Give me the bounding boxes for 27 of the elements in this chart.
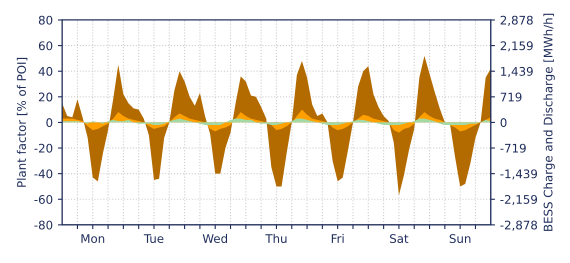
y2-tick-label: 719 bbox=[500, 92, 522, 102]
y2-tick-label: -2,159 bbox=[500, 194, 538, 206]
y-tick-label: -40 bbox=[34, 169, 52, 178]
y-tick-label: 80 bbox=[38, 16, 52, 25]
x-tick-label: Wed bbox=[202, 234, 228, 244]
y-tick-label: -80 bbox=[34, 220, 52, 230]
y-tick-label: -20 bbox=[34, 144, 52, 153]
y2-axis-title: BESS Charge and Discharge [MWh/h] bbox=[543, 14, 555, 231]
x-tick-label: Tue bbox=[144, 234, 164, 244]
x-tick-label: Sat bbox=[390, 234, 408, 244]
x-tick-label: Fri bbox=[332, 234, 344, 243]
y2-tick-label: 2,878 bbox=[500, 16, 533, 26]
y2-tick-label: -1,439 bbox=[500, 169, 538, 180]
y-tick-label: 60 bbox=[38, 41, 52, 50]
y-tick-label: -60 bbox=[34, 194, 52, 204]
y2-tick-label: -719 bbox=[500, 144, 526, 153]
y-tick-label: 0 bbox=[46, 118, 52, 128]
y-tick-label: 20 bbox=[38, 92, 52, 102]
y2-tick-label: 2,159 bbox=[500, 41, 533, 52]
y2-tick-label: 1,439 bbox=[501, 66, 533, 78]
y-axis-title: Plant factor [% of POI] bbox=[16, 58, 28, 187]
y2-tick-label: 0 bbox=[500, 118, 507, 128]
x-tick-label: Mon bbox=[81, 234, 104, 244]
x-tick-label: Thu bbox=[265, 234, 286, 244]
x-tick-label: Sun bbox=[450, 234, 470, 244]
y-tick-label: 40 bbox=[38, 66, 52, 76]
y2-tick-label: -2,878 bbox=[500, 220, 538, 231]
